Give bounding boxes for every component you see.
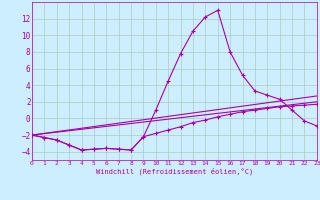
X-axis label: Windchill (Refroidissement éolien,°C): Windchill (Refroidissement éolien,°C) (96, 168, 253, 175)
